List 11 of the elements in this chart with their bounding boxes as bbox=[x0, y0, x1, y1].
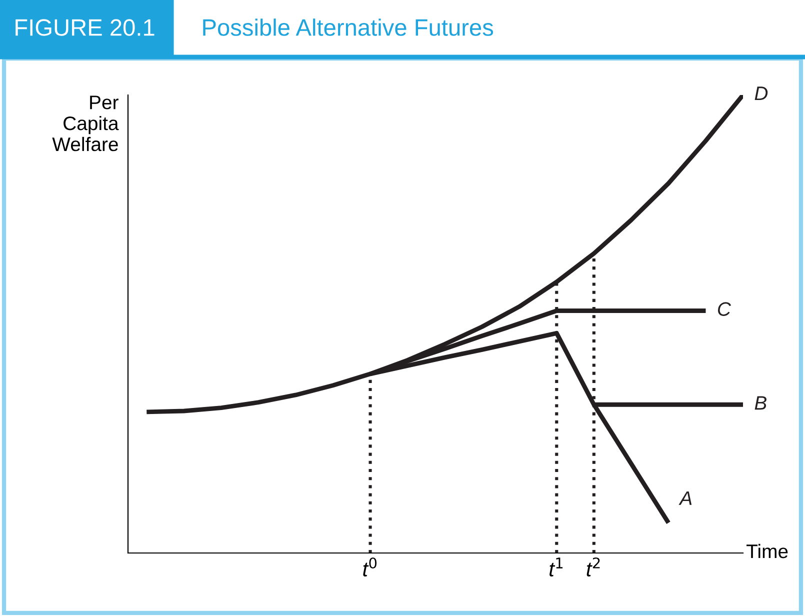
series-label: B bbox=[754, 396, 766, 410]
series-label: C bbox=[718, 302, 732, 316]
series-label: D bbox=[754, 86, 768, 100]
y-axis-title: Per Capita Welfare bbox=[52, 96, 119, 152]
series-label: A bbox=[678, 492, 692, 505]
x-axis-title: Time bbox=[746, 544, 788, 558]
caption: FIGURE 20.1 bbox=[16, 19, 154, 36]
x-tick-label: t$^{0}$ bbox=[363, 557, 377, 576]
chart-title: Possible Alternative Futures bbox=[203, 18, 494, 36]
x-tick-label: t$^{1}$ bbox=[550, 558, 563, 576]
x-tick-label: t$^{2}$ bbox=[586, 557, 600, 576]
